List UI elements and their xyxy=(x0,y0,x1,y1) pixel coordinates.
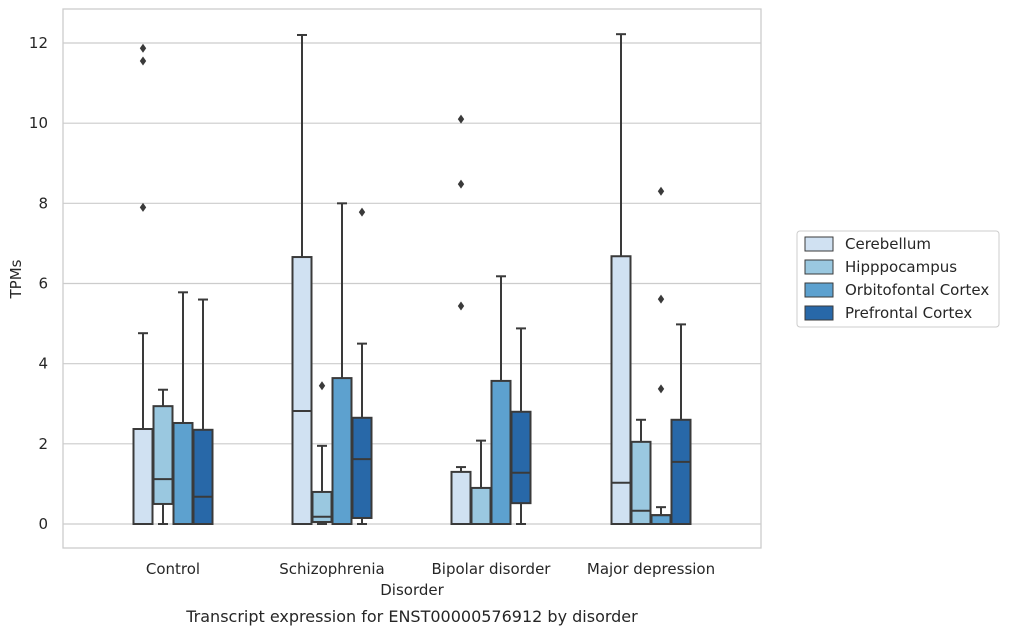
y-axis-label: TPMs xyxy=(7,259,25,299)
plot-frame xyxy=(62,8,762,549)
box-body xyxy=(610,255,632,525)
x-axis-label: Disorder xyxy=(380,581,444,599)
legend-label: Cerebellum xyxy=(845,235,931,253)
figure-caption: Transcript expression for ENST0000057691… xyxy=(185,607,638,626)
box-body xyxy=(490,379,512,525)
box-prefrontal-cortex xyxy=(351,207,373,525)
legend-label: Prefrontal Cortex xyxy=(845,304,972,322)
box-cerebellum xyxy=(291,33,313,525)
outlier-point xyxy=(139,43,147,53)
box-body xyxy=(152,405,174,505)
legend-label: Hipppocampus xyxy=(845,258,957,276)
outlier-point xyxy=(657,294,665,304)
y-tick-labels: 0 2 4 6 8 10 12 xyxy=(29,34,48,533)
box-orbitofontal-cortex xyxy=(490,275,512,525)
y-tick-label: 6 xyxy=(38,275,48,293)
box-layer xyxy=(132,33,692,526)
box-cerebellum xyxy=(610,33,632,525)
outlier-point xyxy=(358,207,366,217)
outlier-point xyxy=(457,301,465,311)
outlier-point xyxy=(139,202,147,212)
box-body xyxy=(192,428,214,525)
legend-swatch xyxy=(804,282,834,298)
outlier-point xyxy=(139,56,147,66)
x-tick-label: Control xyxy=(146,560,200,578)
legend-swatch xyxy=(804,236,834,252)
box-cerebellum xyxy=(132,43,154,525)
x-tick-labels: Control Schizophrenia Bipolar disorder Majo… xyxy=(146,560,715,578)
x-tick-label: Bipolar disorder xyxy=(432,560,552,578)
outlier-point xyxy=(457,114,465,124)
box-hipppocampus xyxy=(152,388,174,525)
outlier-point xyxy=(657,186,665,196)
box-body xyxy=(670,418,692,525)
box-hipppocampus xyxy=(470,439,492,525)
box-prefrontal-cortex xyxy=(670,323,692,525)
box-hipppocampus xyxy=(630,418,652,525)
x-tick-label: Major depression xyxy=(587,560,715,578)
box-hipppocampus xyxy=(311,381,333,525)
legend-swatch xyxy=(804,259,834,275)
outlier-point xyxy=(657,384,665,394)
box-body xyxy=(450,470,472,525)
box-body xyxy=(630,440,652,525)
box-body xyxy=(331,377,353,526)
legend-label: Orbitofontal Cortex xyxy=(845,281,989,299)
box-body xyxy=(291,256,313,525)
legend-items: Cerebellum Hipppocampus Orbitofontal Corte… xyxy=(804,235,989,322)
y-tick-label: 4 xyxy=(38,355,48,373)
box-body xyxy=(172,421,194,525)
legend: Cerebellum Hipppocampus Orbitofontal Corte… xyxy=(796,230,1000,328)
box-body xyxy=(470,486,492,525)
box-body xyxy=(650,514,672,525)
box-body xyxy=(351,416,373,519)
box-body xyxy=(510,410,532,505)
legend-swatch xyxy=(804,305,834,321)
legend-frame xyxy=(796,230,1000,328)
box-cerebellum xyxy=(450,114,472,525)
box-prefrontal-cortex xyxy=(510,327,532,525)
box-prefrontal-cortex xyxy=(192,298,214,525)
y-tick-label: 12 xyxy=(29,34,48,52)
y-tick-label: 8 xyxy=(38,194,48,212)
y-tick-label: 2 xyxy=(38,435,48,453)
y-tick-label: 0 xyxy=(38,515,48,533)
outlier-point xyxy=(457,179,465,189)
outlier-point xyxy=(318,381,326,391)
box-orbitofontal-cortex xyxy=(650,186,672,525)
box-body xyxy=(132,428,154,525)
x-tick-label: Schizophrenia xyxy=(279,560,384,578)
y-tick-label: 10 xyxy=(29,114,48,132)
box-orbitofontal-cortex xyxy=(172,291,194,525)
